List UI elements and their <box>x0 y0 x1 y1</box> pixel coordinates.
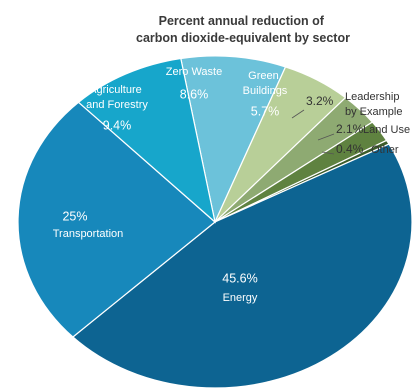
slice-label: Energy <box>223 292 258 304</box>
value-label: 2.1% <box>336 122 364 136</box>
slice-label: Other <box>371 144 399 156</box>
value-label: 5.7% <box>251 104 280 118</box>
pie-slice <box>77 57 216 224</box>
value-label: 0.4% <box>336 142 364 156</box>
slice-label: Leadership by Example <box>345 91 403 118</box>
pie-slice <box>71 143 413 389</box>
pie-slice <box>17 101 216 338</box>
leader-line <box>321 151 335 155</box>
slice-label: Transportation <box>53 228 124 240</box>
value-label: 3.2% <box>306 94 334 108</box>
chart-title: Percent annual reduction of carbon dioxi… <box>136 14 350 45</box>
value-label: 9.4% <box>103 118 132 132</box>
slice-label: Agriculture and Forestry <box>86 84 148 111</box>
value-label: 8.6% <box>180 87 209 101</box>
slice-label: Land Use <box>363 124 410 136</box>
value-label: 45.6% <box>222 271 257 285</box>
leader-line <box>317 133 335 141</box>
leader-line <box>291 109 305 119</box>
slice-label: Zero Waste <box>166 66 222 78</box>
value-label: 25% <box>62 209 87 223</box>
pie-slice <box>180 55 287 224</box>
slice-label: Green Buildings <box>243 70 288 97</box>
